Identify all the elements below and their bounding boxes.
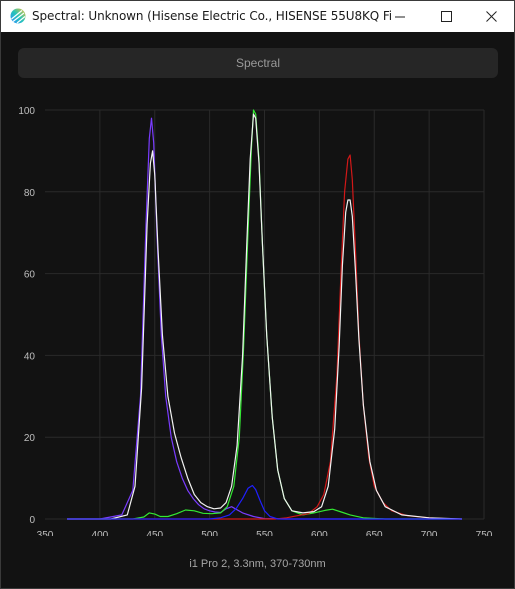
close-icon	[485, 11, 497, 22]
minimize-button[interactable]	[377, 1, 423, 32]
x-tick-label: 450	[146, 530, 163, 536]
x-tick-label: 600	[311, 530, 328, 536]
tab-spectral[interactable]: Spectral	[18, 48, 498, 78]
spectral-chart: 350 400 450 500 550 600 650 700 750 0 20 40 60 80 100	[1, 96, 514, 541]
x-tick-label: 700	[421, 530, 438, 536]
x-tick-label: 350	[37, 530, 54, 536]
instrument-caption: i1 Pro 2, 3.3nm, 370-730nm	[189, 558, 326, 570]
y-tick-label: 0	[29, 515, 35, 526]
y-tick-label: 40	[24, 351, 36, 362]
x-tick-label: 400	[92, 530, 109, 536]
x-tick-label: 550	[256, 530, 273, 536]
maximize-icon	[440, 11, 452, 22]
y-tick-label: 80	[24, 188, 36, 199]
minimize-icon	[395, 16, 405, 17]
spectral-app-icon	[10, 8, 26, 24]
y-tick-label: 20	[24, 433, 36, 444]
x-tick-label: 650	[366, 530, 383, 536]
spectral-chart-svg: 350 400 450 500 550 600 650 700 750 0 20 40 60 80 100	[18, 106, 493, 541]
x-tick-label: 500	[201, 530, 218, 536]
x-tick-label: 750	[476, 530, 493, 536]
close-button[interactable]	[468, 1, 514, 32]
maximize-button[interactable]	[423, 1, 469, 32]
y-tick-label: 100	[18, 106, 35, 117]
title-bar[interactable]: Spectral: Unknown (Hisense Electric Co.,…	[1, 1, 514, 32]
series-line-dark_blue	[67, 484, 462, 520]
window-title: Spectral: Unknown (Hisense Electric Co.,…	[32, 9, 392, 23]
series-line-white	[67, 113, 463, 520]
y-tick-label: 60	[24, 270, 36, 281]
series-line-red	[67, 154, 462, 520]
